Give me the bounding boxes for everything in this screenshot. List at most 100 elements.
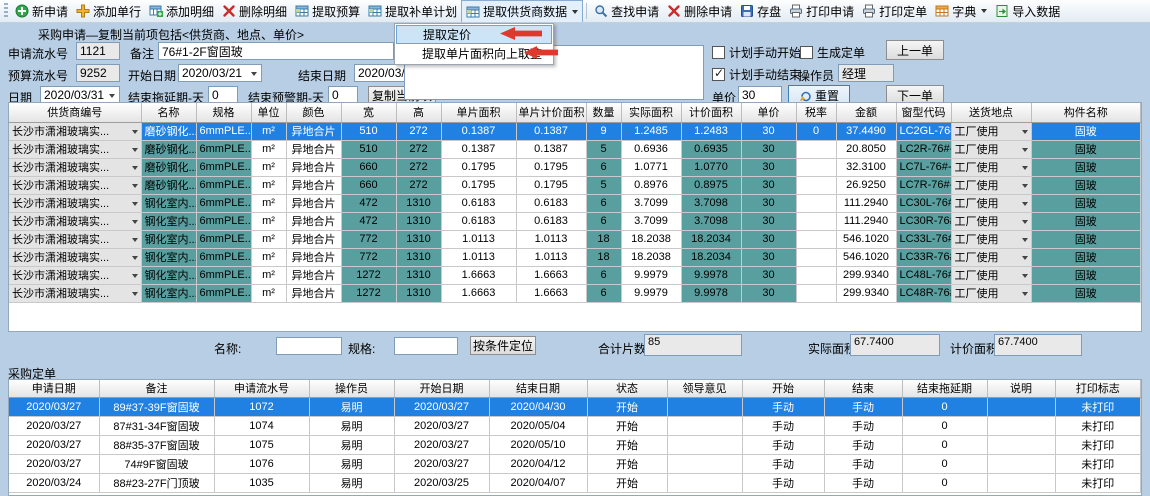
cell[interactable]: LC48L-76#... [896,266,952,285]
toolbar-item-import-data[interactable]: 导入数据 [991,1,1064,22]
cell[interactable]: m² [251,176,287,195]
cell[interactable]: 5 [586,140,622,159]
chevron-down-icon[interactable] [572,9,579,14]
cell[interactable]: 6mmPLE... [196,266,252,285]
chevron-down-icon[interactable] [1021,147,1028,152]
cell[interactable]: 30 [741,248,797,267]
start-date-picker[interactable]: 2020/03/21 [178,64,262,82]
cell[interactable]: 3.7099 [621,212,682,231]
checkbox-plan-manual-start[interactable]: 计划手动开始 [712,44,801,61]
cell[interactable]: 6mmPLE... [196,248,252,267]
cell[interactable]: 6 [586,194,622,213]
chevron-down-icon[interactable] [251,72,257,76]
cell[interactable]: 手动 [742,435,825,455]
cell[interactable]: 772 [341,230,397,249]
cell[interactable]: 开始 [587,454,668,474]
chevron-down-icon[interactable] [1021,201,1028,206]
cell[interactable]: 87#31-34F窗固玻 [99,416,215,436]
cell[interactable]: LC30L-76#... [896,194,952,213]
cell[interactable]: 固玻 [1031,194,1141,213]
cell[interactable]: 272 [396,140,442,159]
cell[interactable]: 660 [341,158,397,177]
table-row[interactable]: 长沙市潇湘玻璃实... 钢化室内... 6mmPLE... m² 异地合片 472 1310… [9,212,1141,231]
cell[interactable]: 3.7098 [681,194,742,213]
cell[interactable]: 异地合片 [286,248,342,267]
cell[interactable]: 长沙市潇湘玻璃实... [9,284,142,303]
cell[interactable]: 开始 [587,397,668,417]
cell[interactable]: 工厂使用 [951,122,1032,141]
cell[interactable]: 772 [341,248,397,267]
cell[interactable]: 1310 [396,194,442,213]
cell[interactable]: 2020/05/10 [489,435,588,455]
cell[interactable]: 1.0113 [441,230,517,249]
cell[interactable]: 未打印 [1055,416,1141,436]
cell[interactable]: 固玻 [1031,248,1141,267]
cell[interactable]: 手动 [742,416,825,436]
cell[interactable]: 9.9978 [681,284,742,303]
column-header[interactable]: 金额 [836,103,897,123]
cell[interactable]: 111.2940 [836,194,897,213]
cell[interactable]: 手动 [824,416,903,436]
column-header[interactable]: 送货地点 [951,103,1032,123]
table-row[interactable]: 长沙市潇湘玻璃实... 钢化室内... 6mmPLE... m² 异地合片 1272 131… [9,266,1141,285]
cell[interactable]: 长沙市潇湘玻璃实... [9,248,142,267]
cell[interactable]: 0 [902,416,988,436]
cell[interactable] [667,473,743,493]
cell[interactable]: 异地合片 [286,212,342,231]
column-header[interactable]: 申请流水号 [214,380,310,398]
cell[interactable]: 固玻 [1031,212,1141,231]
filter-spec-input[interactable] [394,337,458,355]
chevron-down-icon[interactable] [131,291,138,296]
table-row[interactable]: 长沙市潇湘玻璃实... 磨砂钢化... 6mmPLE... m² 异地合片 660 272 0… [9,176,1141,195]
previous-order-button[interactable]: 上一单 [886,40,944,60]
cell[interactable]: 1.0113 [516,230,587,249]
next-order-button[interactable]: 下一单 [886,85,944,105]
cell[interactable]: 异地合片 [286,122,342,141]
column-header[interactable]: 规格 [196,103,252,123]
cell[interactable]: 9.9979 [621,266,682,285]
cell[interactable]: 510 [341,122,397,141]
column-header[interactable]: 实际面积 [621,103,682,123]
cell[interactable]: 2020/03/27 [394,397,490,417]
cell[interactable]: 37.4490 [836,122,897,141]
cell[interactable]: m² [251,122,287,141]
cell[interactable]: 1074 [214,416,310,436]
cell[interactable]: 1.2485 [621,122,682,141]
chevron-down-icon[interactable] [131,147,138,152]
cell[interactable]: 钢化室内... [141,248,197,267]
column-header[interactable]: 颜色 [286,103,342,123]
cell[interactable]: 0 [902,473,988,493]
cell[interactable]: 磨砂钢化... [141,158,197,177]
cell[interactable]: 89#37-39F窗固玻 [99,397,215,417]
cell[interactable]: 1.6663 [441,266,517,285]
cell[interactable]: 1310 [396,212,442,231]
cell[interactable]: 未打印 [1055,397,1141,417]
cell[interactable]: 9.9978 [681,266,742,285]
cell[interactable]: 74#9F窗固玻 [99,454,215,474]
cell[interactable]: 手动 [824,397,903,417]
cell[interactable]: 长沙市潇湘玻璃实... [9,194,142,213]
cell[interactable]: 18.2038 [621,248,682,267]
cell[interactable]: 30 [741,284,797,303]
cell[interactable]: 20.8050 [836,140,897,159]
column-header[interactable]: 领导意见 [667,380,743,398]
cell[interactable]: LC33R-76#... [896,248,952,267]
cell[interactable]: 0.1387 [516,140,587,159]
cell[interactable]: 0.6183 [516,194,587,213]
cell[interactable]: 1.0771 [621,158,682,177]
cell[interactable]: 88#23-27F门顶玻 [99,473,215,493]
cell[interactable]: 6mmPLE... [196,122,252,141]
cell[interactable]: 长沙市潇湘玻璃实... [9,266,142,285]
cell[interactable]: 手动 [824,454,903,474]
toolbar-item-print-order[interactable]: 打印定单 [858,1,931,22]
cell[interactable]: 固玻 [1031,176,1141,195]
cell[interactable]: 30 [741,230,797,249]
column-header[interactable]: 结束 [824,380,903,398]
cell[interactable] [796,158,837,177]
cell[interactable]: 工厂使用 [951,248,1032,267]
budget-serial-field[interactable]: 9252 [76,64,120,82]
cell[interactable]: 18 [586,230,622,249]
chevron-down-icon[interactable] [131,219,138,224]
cell[interactable]: 5 [586,176,622,195]
menu-item-extract-piece-area-roundup[interactable]: 提取单片面积向上取整 [422,47,543,61]
